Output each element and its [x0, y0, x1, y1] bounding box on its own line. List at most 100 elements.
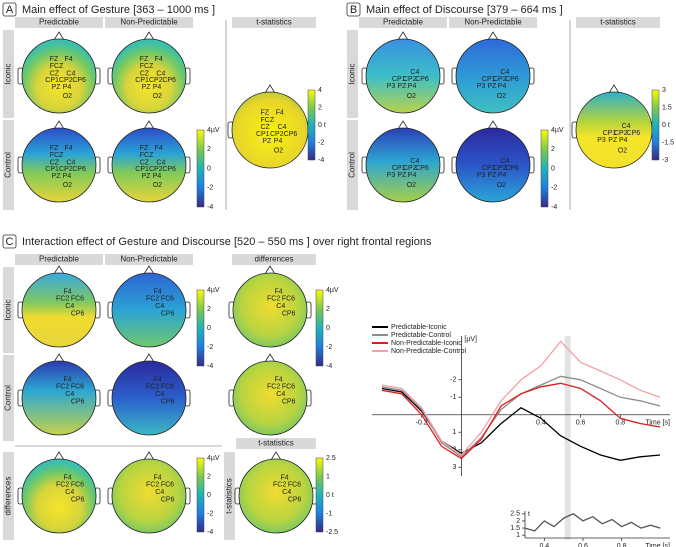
row-label: t-statistics — [225, 478, 234, 514]
electrode-label: O2 — [407, 182, 416, 189]
electrode-label: CZ — [140, 159, 150, 166]
colorbar-label: 4µV — [551, 127, 564, 134]
topomap — [111, 360, 187, 436]
row-label: Iconic — [348, 64, 357, 85]
x-axis-label: Time [s] — [645, 420, 670, 427]
electrode-label: C4 — [500, 158, 509, 165]
electrode-label: FZ — [140, 56, 149, 63]
colorbar-label: 0 t — [318, 122, 326, 129]
electrode-label: C4 — [278, 124, 287, 131]
electrode-label: FC6 — [161, 296, 174, 303]
colorbar-label: -3 — [662, 157, 668, 164]
electrode-label: O2 — [407, 93, 416, 100]
electrode-label: FC2 — [56, 384, 69, 391]
electrode-label: CP6 — [288, 497, 302, 504]
column-header: Non-Predictable — [464, 18, 522, 27]
electrode-label: P4 — [498, 83, 507, 90]
electrode-label: F4 — [63, 474, 71, 481]
y-tick-label: 1 — [452, 429, 456, 436]
colorbar-label: -1.5 — [662, 139, 674, 146]
electrode-label: O2 — [63, 93, 72, 100]
colorbar — [196, 289, 205, 367]
y-tick-label: -1 — [450, 394, 456, 401]
electrode-label: FC6 — [71, 296, 84, 303]
electrode-label: P4 — [63, 84, 72, 91]
panel-title: Main effect of Discourse [379 – 664 ms ] — [366, 4, 563, 16]
electrode-label: CP1 — [135, 166, 149, 173]
electrode-label: CZ — [50, 159, 60, 166]
x-tick-label: 0.4 — [539, 543, 549, 547]
panel-label-box — [2, 2, 17, 17]
electrode-label: CZ — [261, 124, 271, 131]
y-tick-label: 3 — [452, 464, 456, 471]
electrode-label: FCZ — [50, 152, 64, 159]
electrode-label: CP6 — [72, 77, 86, 84]
header-box — [347, 30, 358, 118]
electrode-label: PZ — [142, 84, 152, 91]
electrode-label: PZ — [52, 84, 62, 91]
electrode-label: CP6 — [284, 131, 298, 138]
electrode-label: P4 — [408, 172, 417, 179]
electrode-label: CP6 — [161, 311, 175, 318]
topomap — [21, 127, 97, 203]
electrode-label: F4 — [276, 110, 284, 117]
electrode-label: F4 — [65, 145, 73, 152]
electrode-label: P3 — [477, 83, 486, 90]
colorbar-label: 2.5 — [326, 455, 336, 462]
colorbar-label: -2 — [207, 344, 213, 351]
colorbar-label: -2 — [207, 185, 213, 192]
electrode-label: F4 — [280, 474, 288, 481]
colorbar-label: 4µV — [207, 127, 220, 134]
colorbar-label: -2 — [326, 344, 332, 351]
legend-label: Non-Predictable-Control — [391, 348, 467, 355]
panel-label-box — [2, 234, 17, 249]
topomap — [21, 272, 97, 348]
electrode-label: PZ — [52, 173, 62, 180]
column-header: t-statistics — [258, 439, 294, 448]
header-box — [3, 267, 14, 353]
electrode-label: CP1 — [603, 130, 617, 137]
electrode-label: F4 — [153, 288, 161, 295]
electrode-label: CP6 — [71, 399, 85, 406]
header-box — [359, 17, 447, 28]
electrode-label: FCZ — [50, 63, 64, 70]
electrode-label: C4 — [156, 70, 165, 77]
y-axis-label: t — [528, 511, 530, 518]
electrode-label: PZ — [397, 83, 407, 90]
electrode-label: FC2 — [267, 384, 280, 391]
electrode-label: CP6 — [282, 399, 296, 406]
electrode-label: CZ — [140, 70, 150, 77]
colorbar — [307, 89, 316, 161]
electrode-label: C4 — [155, 303, 164, 310]
electrode-label: F4 — [153, 474, 161, 481]
electrode-label: FC2 — [146, 384, 159, 391]
electrode-label: C4 — [276, 391, 285, 398]
electrode-label: P4 — [498, 172, 507, 179]
topomap — [232, 272, 308, 348]
header-box — [105, 17, 193, 28]
colorbar-label: 3 — [662, 87, 666, 94]
legend-label: Predictable-Iconic — [391, 324, 447, 331]
topomap — [365, 38, 441, 114]
electrode-label: O2 — [274, 148, 283, 155]
electrode-label: FZ — [50, 145, 59, 152]
electrode-label: O2 — [63, 182, 72, 189]
column-header: differences — [255, 255, 294, 264]
row-label: Iconic — [4, 300, 13, 321]
x-axis-label: Time [s] — [645, 543, 670, 547]
electrode-label: FCZ — [140, 152, 154, 159]
electrode-label: O2 — [618, 148, 627, 155]
electrode-label: CP1 — [45, 77, 59, 84]
electrode-label: P4 — [153, 173, 162, 180]
electrode-label: PZ — [487, 83, 497, 90]
electrode-label: PZ — [142, 173, 152, 180]
colorbar — [196, 129, 205, 208]
colorbar-label: -2.5 — [326, 529, 338, 536]
y-axis-label: [µV] — [464, 336, 477, 343]
electrode-label: FZ — [261, 110, 270, 117]
header-box — [3, 355, 14, 441]
topomap — [111, 38, 187, 114]
electrode-label: P4 — [619, 137, 628, 144]
electrode-label: CP2 — [403, 76, 417, 83]
electrode-label: F4 — [155, 56, 163, 63]
